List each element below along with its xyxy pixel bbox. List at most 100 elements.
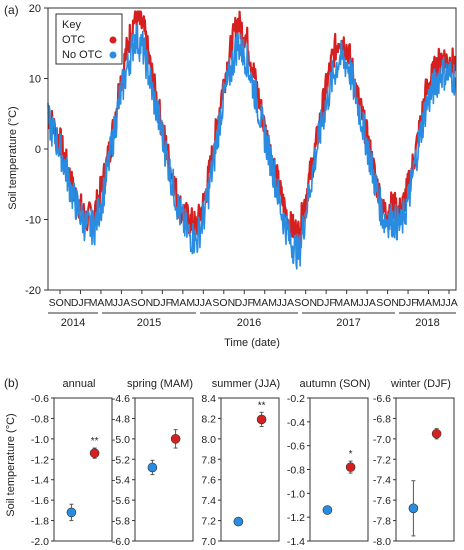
subpanel-y-tick-label: -5.0 — [112, 434, 130, 446]
subpanel-y-tick-label: 7.6 — [201, 475, 216, 487]
panel-a-legend: Key OTC No OTC — [55, 13, 123, 65]
season-tick-label: DJF — [71, 297, 90, 309]
point-otc — [89, 448, 100, 458]
subpanel-y-tick-label: -0.8 — [287, 465, 305, 477]
panel-a: (a) Soil temperature (°C) -20 -10 0 10 20 Ke… — [4, 3, 458, 349]
panel-a-label: (a) — [4, 3, 19, 17]
subpanel-y-tick-label: -0.8 — [31, 413, 49, 425]
subpanel-title: summer (JJA) — [212, 378, 280, 390]
season-tick-label: SON — [294, 297, 317, 309]
y-tick-label: 0 — [35, 144, 41, 156]
season-tick-label: DJF — [153, 297, 172, 309]
subpanel-y-tick-label: 7.8 — [201, 454, 216, 466]
subpanel-y-tick-label: -1.8 — [31, 516, 49, 528]
subpanel-y-tick-label: -7.8 — [373, 516, 391, 528]
subpanel-y-tick-label: -1.2 — [287, 512, 305, 524]
season-tick-label: MAM — [89, 297, 114, 309]
subpanel-y-tick-label: -0.6 — [31, 393, 49, 405]
subpanel-y-tick-label: -6.8 — [373, 413, 391, 425]
subpanel-frame — [53, 397, 113, 542]
subpanel-frame — [134, 397, 194, 542]
point-no-otc — [233, 516, 244, 527]
subpanel-frame — [220, 397, 280, 542]
subpanel-title: winter (DJF) — [390, 378, 451, 390]
year-label: 2015 — [137, 317, 161, 329]
subpanel-frame — [395, 397, 455, 542]
season-tick-label: JJA — [358, 297, 376, 309]
panel-a-x-axis-label: Time (date) — [224, 337, 280, 349]
subpanel-y-tick-label: 8.2 — [201, 413, 216, 425]
year-label: 2016 — [237, 317, 261, 329]
legend-entry-otc: OTC — [62, 34, 85, 46]
panel-a-y-ticks: -20 -10 0 10 20 — [25, 3, 48, 297]
subpanel-y-tick-label: -5.6 — [112, 495, 130, 507]
season-tick-label: JJA — [113, 297, 131, 309]
point-otc — [256, 414, 267, 425]
subpanel-y-tick-label: -1.0 — [31, 434, 49, 446]
subpanel-y-tick-label: -2.0 — [31, 536, 49, 548]
subpanel-y-tick-label: -5.8 — [112, 516, 130, 528]
point-otc — [170, 434, 181, 444]
significance-marker: ** — [258, 400, 266, 411]
subpanel-y-tick-label: -5.4 — [112, 475, 130, 487]
subpanel-y-tick-label: 8.4 — [201, 393, 216, 405]
significance-marker: ** — [91, 436, 99, 447]
subpanel-y-tick-label: 7.2 — [201, 516, 216, 528]
year-label: 2018 — [415, 317, 439, 329]
subpanel-5: winter (DJF) -6.6 -6.8 -7.0 -7.2 -7.4 -7.6 -7.8… — [373, 378, 455, 548]
subpanel-title: annual — [62, 378, 95, 390]
subpanel-y-tick-label: -7.0 — [373, 434, 391, 446]
season-tick-label: MAM — [252, 297, 277, 309]
y-tick-label: 10 — [29, 74, 41, 86]
season-tick-label: SON — [49, 297, 72, 309]
season-tick-label: JJA — [276, 297, 294, 309]
panel-b-y-axis-label: Soil temperature (°C) — [5, 413, 17, 516]
season-tick-label: DJF — [235, 297, 254, 309]
y-tick-label: -10 — [25, 215, 41, 227]
subpanel-frame — [309, 397, 369, 542]
point-no-otc — [408, 503, 419, 514]
panel-a-plot-frame — [47, 7, 457, 291]
y-tick-label: 20 — [29, 3, 41, 15]
subpanel-y-tick-label: 7.4 — [201, 495, 216, 507]
panel-a-series — [47, 10, 457, 270]
point-no-otc — [322, 505, 333, 515]
panel-b: (b) Soil temperature (°C) annual -0.6 -0.8… — [4, 376, 455, 548]
subpanel-y-tick-label: -4.8 — [112, 413, 130, 425]
y-tick-label: -20 — [25, 285, 41, 297]
legend-marker-otc — [109, 36, 117, 44]
point-otc — [431, 428, 442, 439]
subpanel-title: autumn (SON) — [300, 378, 371, 390]
subpanel-y-tick-label: -0.4 — [287, 417, 305, 429]
subpanel-y-tick-label: -4.6 — [112, 393, 130, 405]
subpanel-3: summer (JJA) 8.4 8.2 8.0 7.8 7.6 7.4 7.2 7.0 ** — [201, 378, 280, 548]
series-line-no-otc — [47, 22, 457, 270]
subpanel-title: spring (MAM) — [127, 378, 193, 390]
subpanel-y-tick-label: -5.2 — [112, 454, 130, 466]
legend-entry-no-otc: No OTC — [62, 49, 102, 61]
subpanel-y-tick-label: -8.0 — [373, 536, 391, 548]
season-tick-label: SON — [131, 297, 154, 309]
season-tick-label: DJF — [398, 297, 417, 309]
season-tick-label: JJA — [440, 297, 458, 309]
subpanel-y-tick-label: -7.4 — [373, 475, 391, 487]
subpanel-y-tick-label: -7.2 — [373, 454, 391, 466]
subpanel-y-tick-label: -7.6 — [373, 495, 391, 507]
subpanel-y-tick-label: -1.2 — [31, 454, 49, 466]
subpanel-y-tick-label: 8.0 — [201, 434, 216, 446]
season-tick-label: SON — [212, 297, 235, 309]
subpanel-y-tick-label: -6.6 — [373, 393, 391, 405]
subpanel-y-tick-label: -0.2 — [287, 393, 305, 405]
season-tick-label: DJF — [317, 297, 336, 309]
year-label: 2014 — [61, 317, 85, 329]
subpanel-4: autumn (SON) -0.2 -0.4 -0.6 -0.8 -1.0 -1.2 -1.4… — [287, 378, 371, 548]
season-tick-label: MAM — [416, 297, 441, 309]
subpanel-y-tick-label: -6.0 — [112, 536, 130, 548]
subpanel-2: spring (MAM) -4.6 -4.8 -5.0 -5.2 -5.4 -5.6 -5.8… — [112, 378, 194, 548]
point-no-otc — [66, 507, 77, 518]
season-tick-label: MAM — [171, 297, 196, 309]
panel-a-year-labels: 2014 2015 2016 2017 2018 — [48, 312, 456, 329]
year-label: 2017 — [336, 317, 360, 329]
significance-marker: * — [349, 449, 353, 460]
